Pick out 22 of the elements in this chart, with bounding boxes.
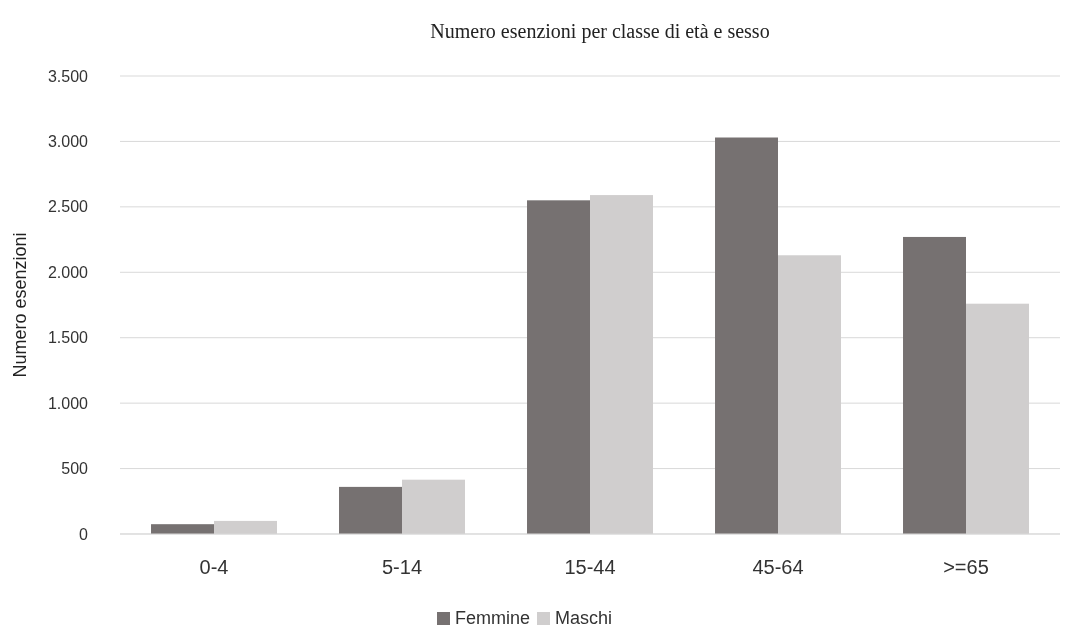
chart-title: Numero esenzioni per classe di età e sesso <box>430 20 770 43</box>
x-tick-label: 15-44 <box>564 556 616 578</box>
x-tick-label: >=65 <box>943 556 989 578</box>
x-tick-label: 0-4 <box>199 556 229 578</box>
y-tick-label: 3.000 <box>47 133 89 151</box>
y-tick-label: 2.500 <box>47 198 89 216</box>
x-tick-label: 5-14 <box>381 556 423 578</box>
y-tick-label: 1.000 <box>47 394 89 412</box>
bar <box>527 200 590 534</box>
y-tick-label: 1.500 <box>47 329 89 347</box>
y-tick-label: 2.000 <box>47 263 89 281</box>
x-tick-label: 45-64 <box>752 556 804 578</box>
y-tick-label: 3.500 <box>47 67 89 85</box>
bar <box>715 137 778 534</box>
bar <box>151 524 214 534</box>
legend-label: Femmine <box>455 608 531 628</box>
bar <box>903 236 966 534</box>
legend-label: Maschi <box>555 608 613 628</box>
bar <box>339 486 402 534</box>
y-tick-label: 500 <box>61 460 89 478</box>
y-tick-label: 0 <box>79 525 89 543</box>
y-axis-title: Numero esenzioni <box>10 232 30 378</box>
